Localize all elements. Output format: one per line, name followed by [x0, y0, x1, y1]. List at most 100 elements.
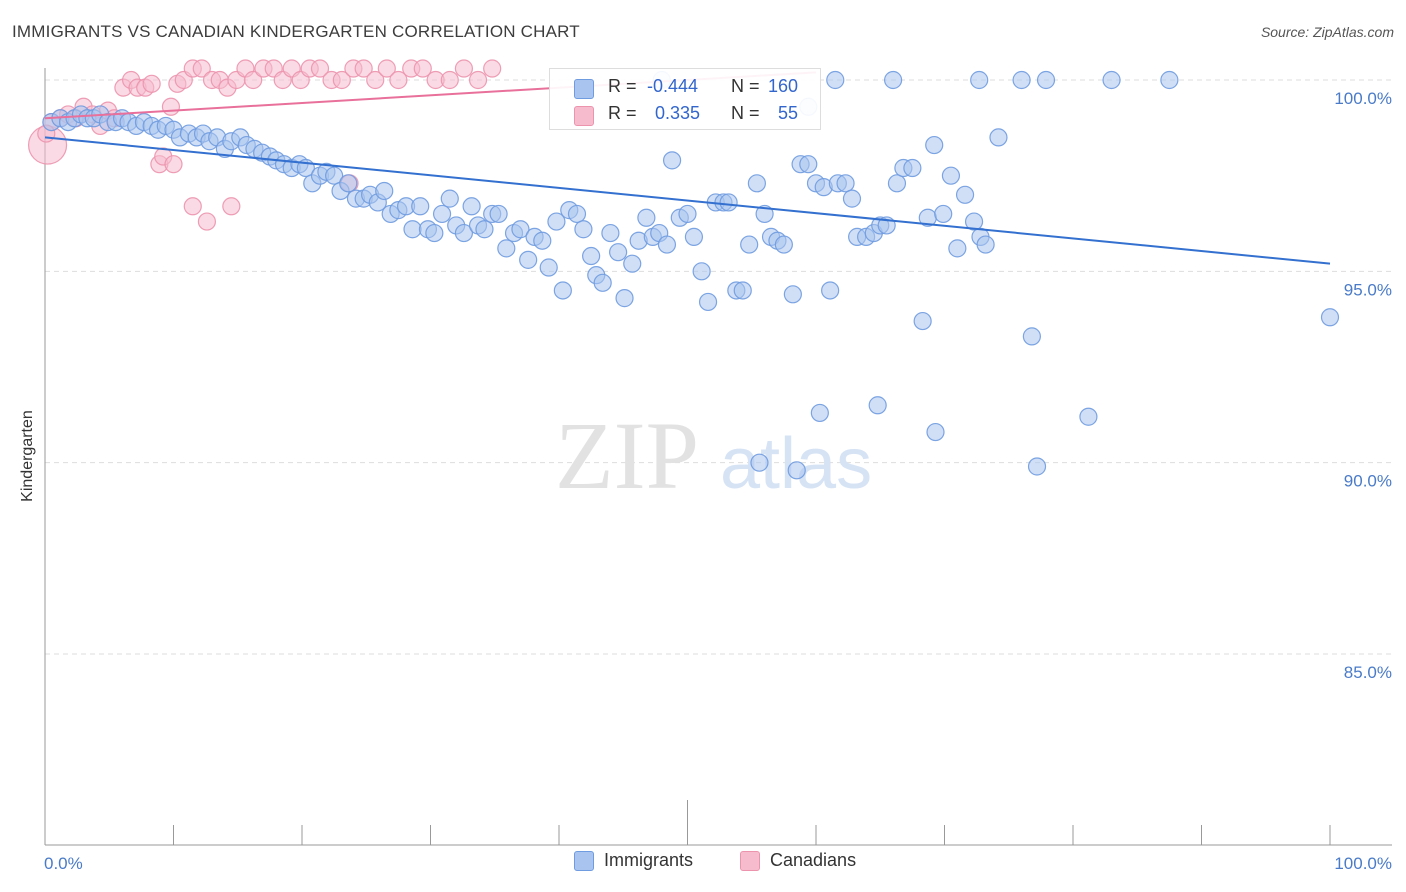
- immigrant-point-131: [989, 128, 1008, 147]
- immigrants-trend-line: [44, 136, 1331, 265]
- immigrant-point-58: [462, 197, 481, 216]
- immigrant-point-86: [657, 235, 677, 254]
- canadians-r-value: 0.335: [655, 103, 701, 123]
- chart-title: IMMIGRANTS VS CANADIAN KINDERGARTEN CORR…: [12, 22, 580, 41]
- immigrant-point-147: [1012, 70, 1031, 90]
- immigrants-points: [42, 70, 1340, 480]
- immigrant-point-46: [375, 181, 394, 201]
- immigrant-point-100: [755, 204, 774, 224]
- immigrant-point-73: [567, 204, 587, 224]
- immigrant-point-57: [454, 223, 474, 243]
- immigrant-point-79: [609, 243, 628, 262]
- immigrants-r-label: R =: [608, 76, 637, 96]
- legend-item-canadians[interactable]: Canadians: [740, 850, 856, 871]
- immigrant-point-66: [519, 250, 538, 269]
- immigrant-point-137: [926, 422, 945, 442]
- immigrant-point-138: [750, 453, 769, 472]
- canadian-point-46: [454, 59, 474, 78]
- immigrant-point-136: [868, 396, 887, 415]
- canadian-point-49: [222, 197, 241, 216]
- immigrant-point-75: [582, 246, 601, 266]
- canadian-point-47: [468, 70, 488, 90]
- immigrant-point-95: [719, 193, 738, 212]
- canadian-point-17: [161, 97, 181, 116]
- immigrant-point-97: [733, 281, 752, 300]
- immigrant-point-41: [339, 174, 358, 193]
- immigrant-point-135: [810, 403, 829, 423]
- legend-item-immigrants[interactable]: Immigrants: [574, 850, 693, 871]
- canadian-point-51: [197, 212, 217, 231]
- immigrant-point-142: [883, 70, 903, 90]
- x-tick-label-1: 100.0%: [1334, 854, 1392, 873]
- canadians-r-label: R =: [608, 103, 637, 123]
- immigrant-point-140: [1320, 308, 1340, 327]
- immigrant-point-80: [615, 289, 634, 308]
- immigrant-point-65: [511, 220, 530, 239]
- immigrant-point-53: [425, 223, 444, 243]
- canadian-point-50: [183, 197, 202, 216]
- immigrant-point-87: [662, 151, 682, 170]
- immigrant-point-103: [774, 235, 793, 254]
- immigrant-point-91: [692, 262, 711, 281]
- immigrant-point-109: [821, 281, 840, 300]
- canadian-point-41: [389, 70, 408, 90]
- immigrant-point-139: [1027, 457, 1047, 476]
- canadian-point-34: [310, 59, 330, 78]
- immigrants-swatch: [574, 79, 594, 99]
- stats-row-immigrants: R = -0.444 N = 160: [550, 73, 822, 101]
- immigrant-point-112: [842, 189, 862, 208]
- axes: [44, 68, 1392, 846]
- immigrants-r-value: -0.444: [647, 76, 699, 96]
- immigrant-point-62: [489, 204, 508, 224]
- immigrant-point-124: [934, 204, 953, 224]
- immigrant-point-39: [325, 166, 344, 185]
- canadian-point-52: [164, 155, 183, 174]
- y-tick-labels: 100.0% 95.0% 90.0% 85.0%: [1334, 89, 1392, 682]
- canadian-point-21: [192, 59, 211, 78]
- immigrant-point-63: [497, 239, 516, 258]
- canadian-point-39: [366, 70, 385, 90]
- immigrant-point-133: [1079, 407, 1098, 426]
- immigrants-n-label: N =: [731, 76, 760, 96]
- canadian-point-38: [354, 59, 373, 78]
- immigrant-point-78: [601, 223, 620, 243]
- immigrant-point-134: [787, 461, 806, 480]
- stats-box: R = -0.444 N = 160 R = 0.335 N = 55: [549, 68, 821, 130]
- x-tick-label-0: 0.0%: [44, 854, 83, 873]
- canadians-swatch: [574, 106, 594, 126]
- canadian-point-40: [377, 59, 396, 78]
- immigrant-point-70: [547, 212, 566, 231]
- immigrant-point-69: [539, 258, 558, 277]
- canadian-point-43: [413, 59, 432, 78]
- immigrant-point-125: [941, 166, 961, 185]
- immigrant-point-83: [637, 208, 656, 227]
- immigrant-point-145: [1102, 70, 1121, 90]
- legend: Immigrants Canadians: [0, 850, 1406, 880]
- y-tick-label-3: 85.0%: [1344, 663, 1392, 682]
- watermark-zip: ZIP: [555, 402, 699, 509]
- immigrant-point-132: [1022, 327, 1041, 346]
- immigrant-point-123: [925, 135, 944, 155]
- immigrant-point-127: [955, 185, 975, 204]
- y-tick-label-0: 100.0%: [1334, 89, 1392, 108]
- immigrant-point-143: [970, 70, 989, 90]
- y-tick-label-1: 95.0%: [1344, 280, 1392, 299]
- immigrant-point-55: [440, 189, 459, 208]
- legend-label-canadians: Canadians: [770, 850, 857, 870]
- immigrant-point-71: [553, 281, 572, 300]
- immigrant-point-74: [574, 220, 593, 239]
- immigrant-point-89: [678, 204, 697, 224]
- canadian-point-48: [483, 59, 502, 78]
- immigrant-point-81: [623, 254, 642, 273]
- immigrant-point-99: [747, 174, 766, 193]
- canadians-n-value: 55: [778, 103, 799, 123]
- immigrant-point-68: [533, 231, 552, 250]
- immigrant-point-90: [684, 227, 704, 246]
- immigrant-point-60: [475, 220, 494, 239]
- immigrant-point-92: [698, 292, 718, 312]
- immigrant-point-128: [964, 212, 984, 231]
- immigrant-point-104: [783, 285, 802, 304]
- immigrant-point-54: [432, 204, 452, 224]
- immigrant-point-121: [913, 311, 932, 331]
